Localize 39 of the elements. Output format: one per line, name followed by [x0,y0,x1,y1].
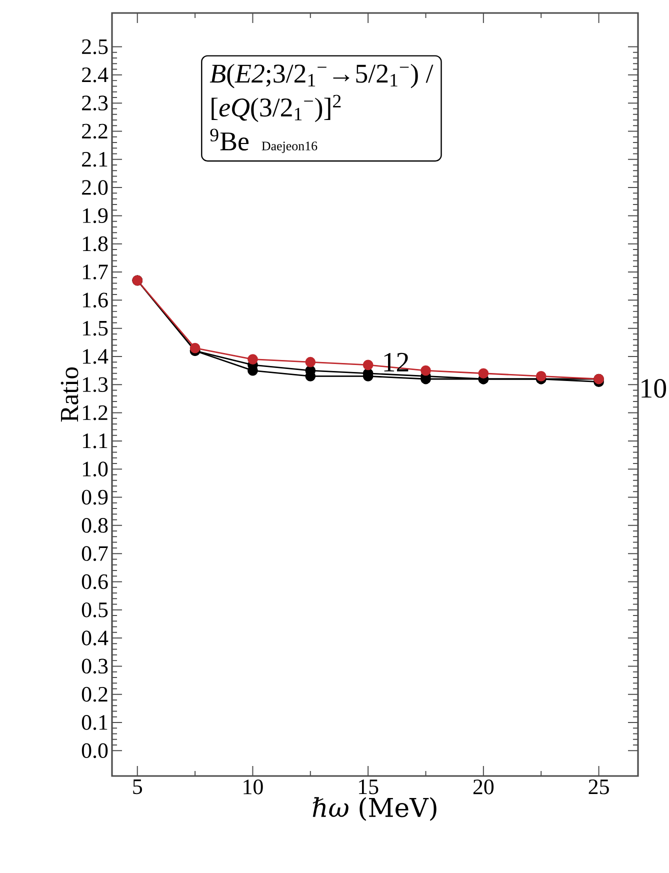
y-tick-label: 1.3 [83,377,108,392]
y-tick-label: 0.6 [82,574,108,590]
y-tick-label: 0.9 [82,490,108,505]
y-tick-label: 1.5 [83,320,108,336]
x-tick-label: 25 [588,780,609,794]
x-tick-label: 15 [359,780,378,794]
y-tick-label: 0.7 [82,546,108,562]
y-tick-label: 2.2 [82,124,108,139]
y-tick-label: 1.7 [83,264,108,280]
y-tick-label: 1.9 [83,208,108,224]
annotation: [eQ(3/2$_{1}$$^{−}$)]$^{2}$ [212,94,341,122]
y-tick-label: 2.5 [82,39,108,54]
y-tick-label: 2.0 [82,180,108,195]
y-tick-label: 1.4 [83,349,108,364]
y-tick-label: 1.2 [83,405,108,420]
x-tick-label: 5 [133,780,142,794]
annotation: $^{9}$Be [210,128,249,150]
y-tick-label: 0.8 [82,518,108,533]
text: B(E2;3/2$_{1}$$^{−}$→5/2$_{1}$$^{−}$) / [210,64,434,88]
y-tick-label: 1.0 [83,462,108,477]
text: 10 [642,378,666,398]
y-tick-label: 2.4 [82,68,108,82]
y-tick-label: 0.0 [82,743,108,758]
y-tick-label: 1.1 [83,434,108,448]
annotation: 12 [384,352,408,372]
y-tick-label: 0.4 [82,630,108,646]
x-axis-title: ℏω (MeV) [312,797,436,821]
y-tick-label: 0.2 [82,686,108,702]
annotation: Daejeon16 [262,142,318,153]
x-tick-label: 20 [473,780,494,794]
y-tick-label: 2.3 [82,96,108,110]
y-tick-label: 0.5 [82,602,108,618]
y-tick-label: 0.1 [82,715,108,730]
y-tick-label: 1.8 [83,236,108,252]
y-tick-label: 1.6 [83,292,108,308]
x-tick-label: 10 [244,780,263,794]
y-tick-label: 2.1 [82,152,108,167]
y-tick-label: 0.3 [82,658,108,674]
y-axis-title: Ratio [60,367,78,422]
